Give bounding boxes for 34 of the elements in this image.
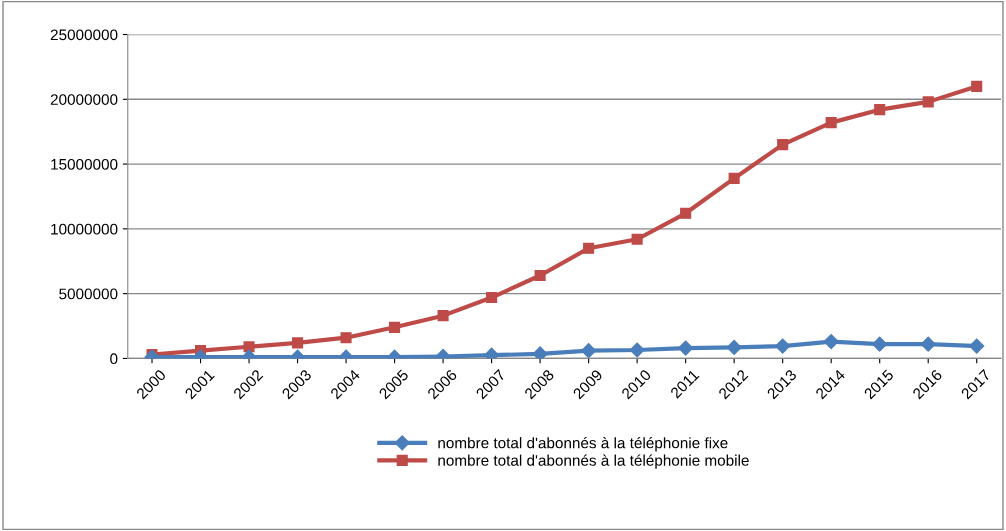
y-tick-label: 10000000 (51, 223, 118, 235)
point (534, 269, 546, 282)
point (583, 242, 595, 254)
point (678, 340, 694, 356)
legend-label: nombre total d'abonnés à la téléphonie fixe (438, 436, 728, 452)
y-tick-label: 20000000 (50, 94, 118, 105)
y-tick-label: 25000000 (50, 29, 118, 41)
point (629, 342, 645, 358)
point (631, 233, 643, 245)
point (777, 139, 789, 151)
y-tick-label: 15000000 (51, 158, 118, 170)
point (726, 339, 742, 355)
point (922, 96, 934, 108)
point (291, 337, 304, 349)
point (389, 321, 401, 333)
point (775, 338, 791, 354)
point (532, 346, 548, 359)
point (825, 117, 837, 129)
point (340, 332, 352, 344)
point (243, 341, 255, 353)
point (872, 336, 888, 352)
point (437, 310, 449, 322)
point (971, 80, 983, 92)
y-tick-label: 5000000 (59, 288, 118, 300)
point (920, 336, 936, 352)
point (581, 343, 597, 359)
point (969, 338, 985, 354)
point (486, 291, 498, 304)
point (823, 334, 839, 350)
point (680, 207, 692, 219)
y-tick-label: 0 (110, 353, 118, 365)
point (874, 104, 886, 116)
point (728, 172, 740, 184)
legend-label: nombre total d'abonnés à la téléphonie mobile (438, 454, 749, 469)
